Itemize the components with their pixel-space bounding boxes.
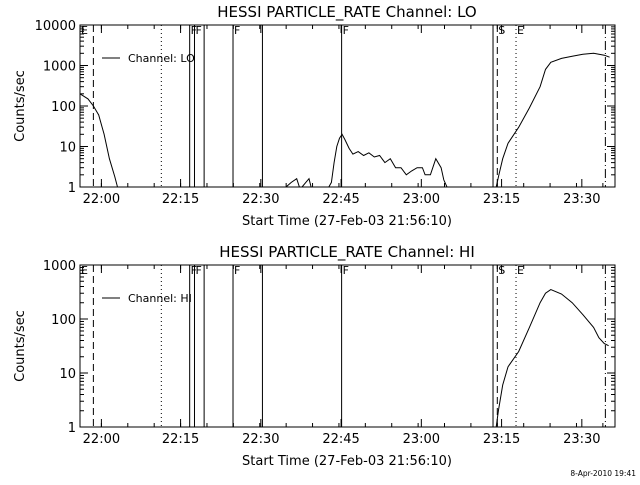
y-tick-label: 100 [51,100,76,115]
y-ticks: 1 10 100 1000 [43,259,615,436]
x-tick-label: 22:15 [162,192,199,207]
series-line-segment [495,52,610,188]
x-axis-label: Start Time (27-Feb-03 21:56:10) [242,454,452,469]
y-tick-label: 1 [68,421,76,436]
x-tick-label: 23:30 [563,432,600,447]
plot-frame [79,264,616,428]
x-tick-label: 22:15 [162,432,199,447]
y-axis-label: Counts/sec [13,70,28,142]
event-marker-label: F [343,264,349,277]
x-tick-label: 23:30 [563,192,600,207]
x-tick-label: 22:30 [242,432,279,447]
x-axis-label: Start Time (27-Feb-03 21:56:10) [242,214,452,229]
event-marker-label: F [191,24,197,37]
panel-hi: HESSI PARTICLE_RATE Channel: HI Counts/s… [13,243,616,469]
x-tick-label: 23:00 [403,432,440,447]
event-marker-label: F [191,264,197,277]
legend-label: Channel: LO [128,52,195,65]
x-tick-label: 23:15 [483,192,520,207]
legend: Channel: LO [102,52,195,65]
event-marker-label: F [195,24,201,37]
plot-frame [79,24,616,188]
event-marker-label: F [343,24,349,37]
event-marker-label: E [81,24,88,37]
event-marker-label: F [234,24,240,37]
y-tick-label: 10 [59,141,76,156]
event-marker-label: F [195,264,201,277]
y-tick-label: 10 [59,367,76,382]
y-tick-label: 10000 [35,19,76,34]
series-line-segment [301,177,312,188]
x-tick-label: 22:30 [242,192,279,207]
event-markers: EFFFFSE [81,264,606,427]
event-marker-label: E [517,24,524,37]
x-tick-label: 22:00 [83,192,120,207]
event-marker-label: F [234,264,240,277]
series-line-segment [328,133,448,188]
event-marker-label: E [517,264,524,277]
y-ticks: 1 10 100 1000 10000 [35,19,615,196]
x-tick-label: 22:45 [322,192,359,207]
panel-title: HESSI PARTICLE_RATE Channel: HI [219,243,475,262]
y-tick-label: 1000 [43,259,76,274]
series-layer [79,52,610,188]
y-tick-label: 100 [51,313,76,328]
panel-title: HESSI PARTICLE_RATE Channel: LO [217,3,476,22]
series-layer [495,289,609,428]
y-axis-label: Counts/sec [13,310,28,382]
x-tick-label: 22:45 [322,432,359,447]
series-line-segment [495,289,609,428]
x-ticks: 22:00 22:15 22:30 22:45 23:00 23:15 23:30 [83,25,604,207]
print-timestamp: 8-Apr-2010 19:41 [570,469,636,478]
event-marker-label: E [81,264,88,277]
x-tick-label: 23:00 [403,192,440,207]
series-line-segment [285,177,300,188]
legend: Channel: HI [102,292,192,305]
x-tick-label: 23:15 [483,432,520,447]
legend-label: Channel: HI [128,292,192,305]
panel-lo: HESSI PARTICLE_RATE Channel: LO Counts/s… [13,3,616,229]
y-tick-label: 1 [68,181,76,196]
x-tick-label: 22:00 [83,432,120,447]
event-markers: EFFFFSE [81,24,606,187]
x-ticks: 22:00 22:15 22:30 22:45 23:00 23:15 23:30 [83,265,604,447]
series-line-segment [79,93,118,188]
y-tick-label: 1000 [43,60,76,75]
